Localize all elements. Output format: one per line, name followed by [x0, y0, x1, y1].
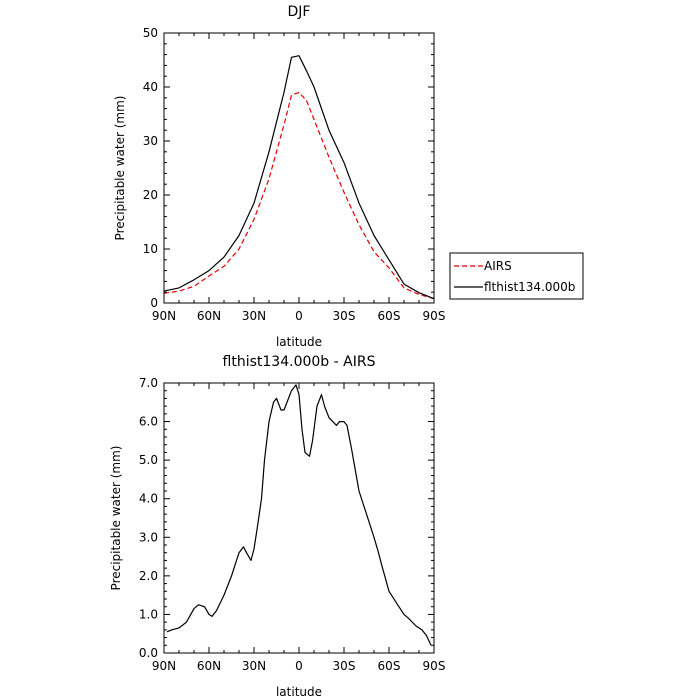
x-tick-label: 0 [295, 659, 303, 673]
y-tick-label: 1.0 [139, 607, 158, 621]
legend-label-model: flthist134.000b [484, 280, 575, 294]
x-tick-label: 30S [333, 659, 356, 673]
x-tick-label: 30S [333, 309, 356, 323]
y-axis-label: Precipitable water (mm) [113, 96, 127, 241]
y-tick-label: 4.0 [139, 492, 158, 506]
series-group [166, 384, 432, 646]
y-tick-label: 20 [143, 188, 158, 202]
x-tick-label: 0 [295, 309, 303, 323]
y-tick-label: 10 [143, 242, 158, 256]
y-tick-label: 0 [150, 296, 158, 310]
series-line-airs [163, 91, 435, 300]
axis-ticks: 90N 60N 30N 0 30S 60S 90S 0 10 20 30 40 50 [143, 26, 446, 323]
y-tick-label: 6.0 [139, 415, 158, 429]
panel-title: DJF [288, 4, 311, 20]
x-tick-label: 60N [197, 309, 221, 323]
y-axis-label: Precipitable water (mm) [109, 446, 123, 591]
x-tick-label: 90N [152, 309, 176, 323]
legend-box [449, 252, 584, 300]
x-tick-label: 30N [242, 659, 266, 673]
series-line-difference [166, 384, 432, 646]
y-tick-label: 3.0 [139, 530, 158, 544]
x-axis-label: latitude [276, 335, 322, 349]
x-tick-label: 90N [152, 659, 176, 673]
x-tick-label: 90S [423, 659, 446, 673]
y-tick-label: 5.0 [139, 453, 158, 467]
y-tick-label: 40 [143, 80, 158, 94]
plot-frame [163, 382, 435, 654]
y-tick-label: 2.0 [139, 569, 158, 583]
x-tick-label: 90S [423, 309, 446, 323]
panel-difference: flthist134.000b - AIRS Precipitable wate… [109, 354, 445, 699]
y-tick-label: 30 [143, 134, 158, 148]
plot-frame [163, 32, 435, 304]
axis-ticks: 90N 60N 30N 0 30S 60S 90S 0.0 1.0 2.0 3.0 4.0 5.0 6.0… [139, 376, 446, 673]
legend: AIRS flthist134.000b [449, 252, 584, 300]
series-group [163, 55, 435, 300]
y-tick-label: 50 [143, 26, 158, 40]
panel-title: flthist134.000b - AIRS [223, 354, 376, 370]
y-tick-label: 7.0 [139, 376, 158, 390]
x-tick-label: 60S [378, 659, 401, 673]
legend-label-airs: AIRS [484, 259, 512, 273]
x-tick-label: 30N [242, 309, 266, 323]
y-tick-label: 0.0 [139, 646, 158, 660]
x-tick-label: 60S [378, 309, 401, 323]
series-line-flthist134-000b [163, 55, 435, 300]
x-axis-label: latitude [276, 685, 322, 699]
panel-djf: DJF Precipitable water (mm) latitude 90N… [113, 4, 445, 349]
x-tick-label: 60N [197, 659, 221, 673]
